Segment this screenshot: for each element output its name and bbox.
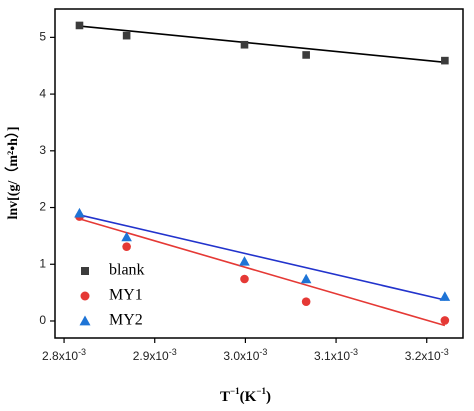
x-tick-label: 3.2x10-3	[405, 347, 449, 363]
data-point-blank	[241, 41, 249, 49]
x-tick-label: 2.9x10-3	[133, 347, 177, 363]
y-tick-label: 4	[39, 86, 46, 100]
x-tick-label: 2.8x10-3	[42, 347, 86, 363]
data-point-blank	[123, 32, 131, 40]
y-tick-label: 0	[39, 313, 46, 327]
legend-marker-blank	[81, 267, 89, 275]
y-tick-label: 2	[39, 200, 46, 214]
legend-label-my2: MY2	[109, 312, 143, 329]
legend-marker-my1	[81, 292, 90, 301]
data-point-blank	[76, 22, 84, 30]
fit-line-blank	[79, 26, 444, 62]
data-point-my1	[240, 275, 249, 284]
data-point-blank	[441, 57, 449, 65]
data-point-my1	[441, 316, 450, 325]
fit-lines	[79, 26, 444, 326]
data-point-my2	[301, 274, 312, 284]
legend-label-my1: MY1	[109, 287, 143, 304]
data-point-my2	[74, 208, 85, 218]
legend: blank MY1 MY2	[80, 262, 145, 329]
legend-marker-my2	[80, 316, 91, 326]
y-tick-label: 1	[39, 256, 46, 270]
data-point-blank	[302, 51, 310, 59]
data-point-my1	[302, 297, 311, 306]
data-point-my2	[239, 256, 250, 266]
y-tick-label: 3	[39, 143, 46, 157]
x-axis-title: T−1(K−1)	[220, 386, 271, 405]
data-point-my2	[440, 291, 451, 301]
y-axis-title: lnv[(g/（m²•h）]	[5, 126, 21, 219]
y-axis-ticks: 0 1 2 3 4 5	[39, 30, 55, 328]
data-point-my1	[122, 242, 131, 251]
x-tick-label: 3.1x10-3	[314, 347, 358, 363]
x-axis-ticks: 2.8x10-3 2.9x10-3 3.0x10-3 3.1x10-3 3.2x10-3	[42, 338, 449, 363]
x-tick-label: 3.0x10-3	[223, 347, 267, 363]
y-tick-label: 5	[39, 30, 46, 44]
data-points	[74, 22, 450, 325]
legend-label-blank: blank	[109, 262, 145, 279]
